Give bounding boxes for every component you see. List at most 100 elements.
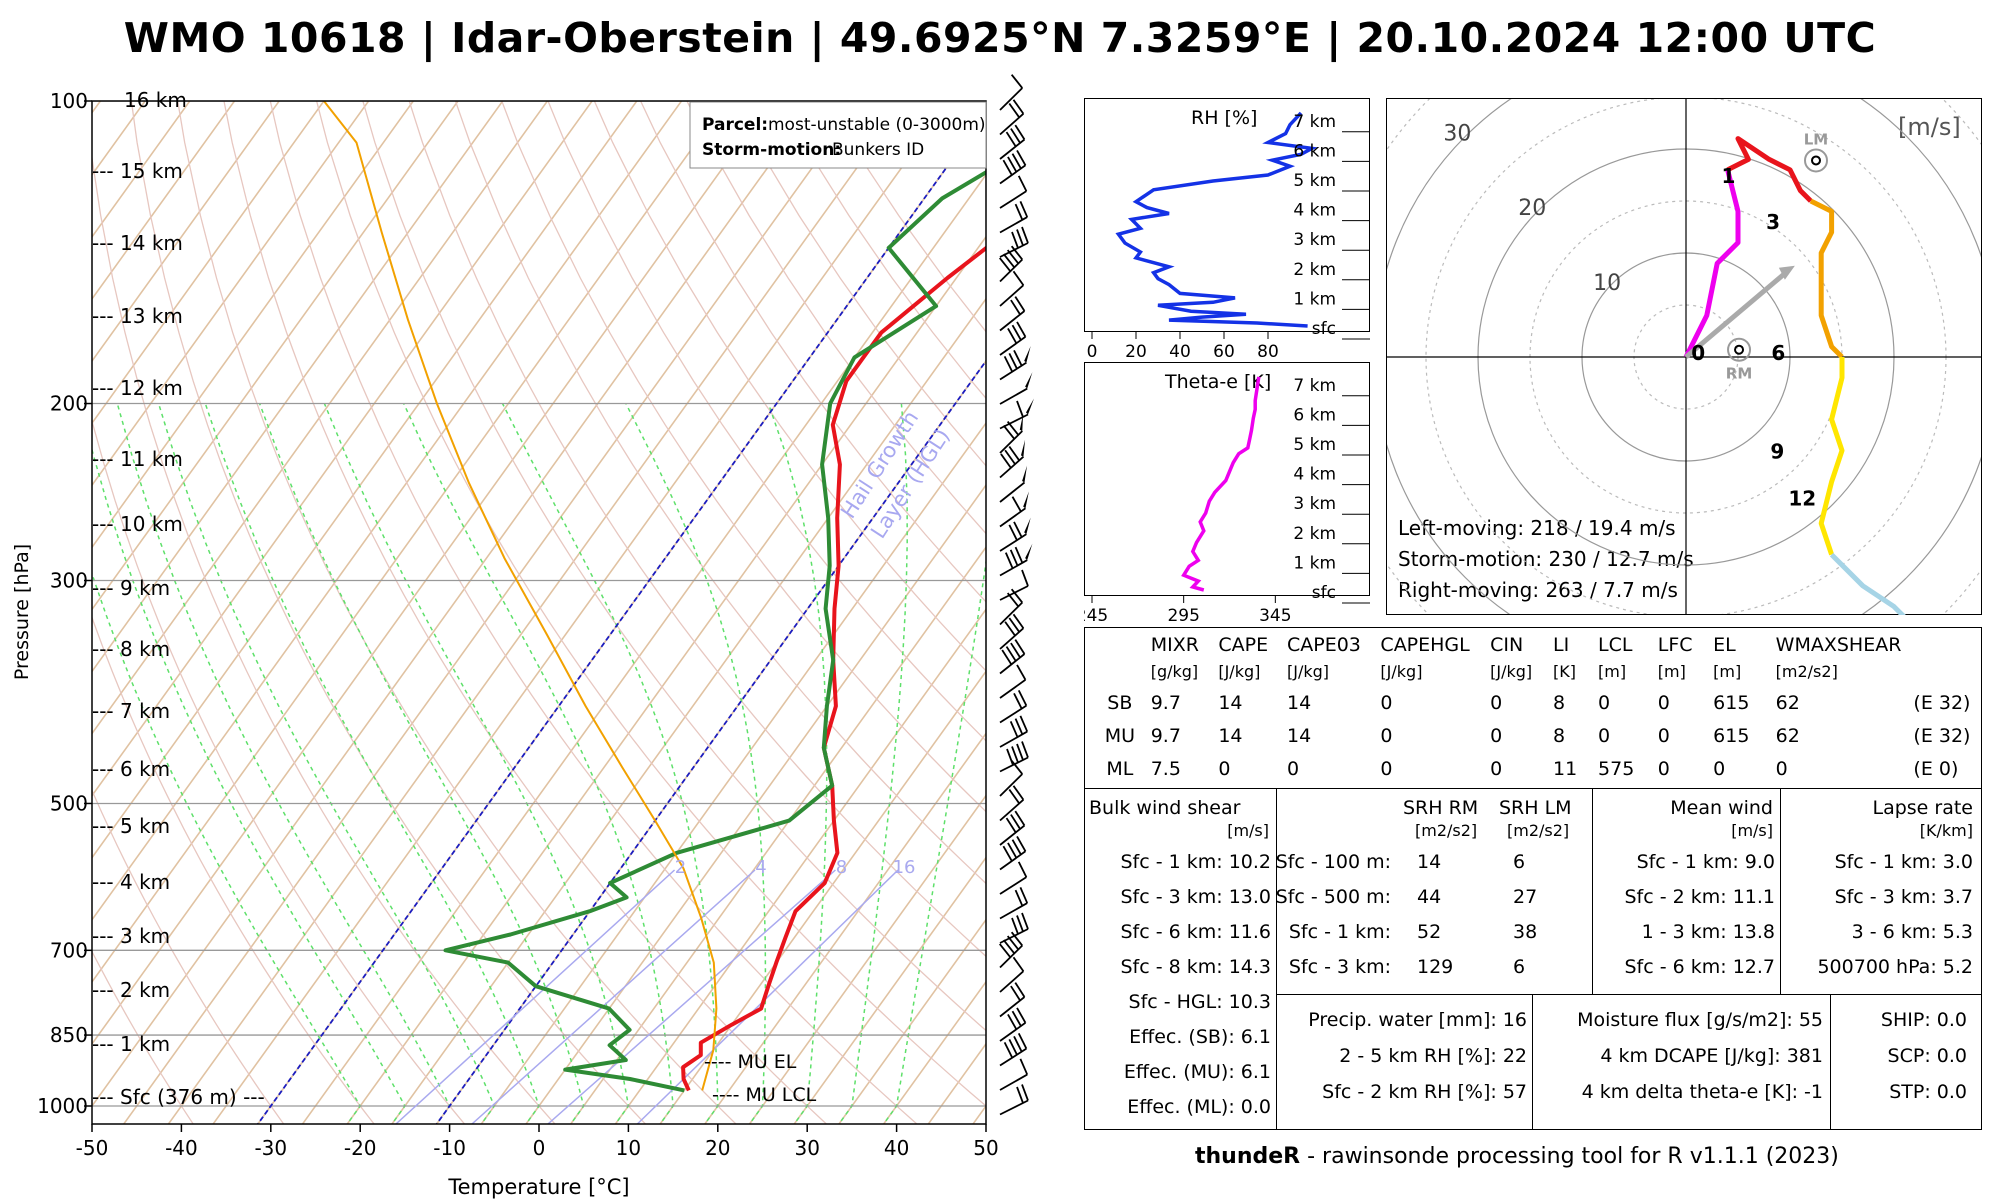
- shear-row: Sfc - 3 km: 13.0: [1120, 886, 1271, 908]
- wind-barb: [999, 465, 1028, 503]
- indices-data-row-cell: 0: [1657, 757, 1670, 780]
- mixing-ratio-line: [636, 869, 899, 1124]
- isotherm-line: [92, 101, 459, 611]
- srh-rm-value: 129: [1417, 956, 1454, 978]
- wind-barb: [999, 613, 1025, 650]
- lm-marker: [1804, 148, 1828, 173]
- isotherm-line: [92, 101, 191, 239]
- moist-adiabat: [116, 403, 451, 1124]
- rm-label: RM: [1726, 365, 1752, 383]
- mixing-ratio-label: 8: [836, 857, 847, 878]
- wind-barb-flag: [1014, 639, 1026, 655]
- indices-data-row-cell: (E 0): [1913, 757, 1959, 780]
- indices-data-row-cell: 615: [1713, 691, 1750, 714]
- wind-barb: [999, 543, 1033, 577]
- mixing-ratio-label: 16: [893, 857, 916, 878]
- indices-header-row-cell: [1095, 634, 1145, 656]
- wind-barb: [999, 569, 1029, 601]
- wind-barb-flag: [1017, 1032, 1028, 1050]
- isotherm-line: [748, 794, 986, 1124]
- dewpoint-profile: [443, 170, 986, 1093]
- rm-marker-dot: [1734, 344, 1745, 355]
- hodo-segment: [1829, 552, 1906, 615]
- moist-adiabat: [838, 403, 908, 1124]
- shear-row: Sfc - HGL: 10.3: [1128, 991, 1271, 1013]
- wind-barb: [999, 639, 1026, 675]
- isotherm-line: [92, 101, 817, 1108]
- indices-data-row-cell: 0: [1657, 724, 1670, 747]
- wind-barb-pennant: [1020, 439, 1026, 457]
- dry-adiabat: [454, 101, 986, 885]
- wind-barb: [999, 346, 1031, 381]
- footer-rest: - rawinsonde processing tool for R v1.1.…: [1300, 1144, 1839, 1169]
- wind-barb-flag: [1017, 175, 1028, 192]
- wind-barb: [999, 1084, 1029, 1116]
- wind-barb-flag: [1004, 621, 1016, 637]
- wind-barb-flag: [1011, 839, 1022, 855]
- lapse-row: Sfc - 1 km: 3.0: [1834, 851, 1973, 873]
- wind-barb-flag: [1011, 231, 1019, 249]
- thetae-height-label: 5 km: [1293, 435, 1336, 455]
- indices-unit-row-cell: [K]: [1553, 661, 1577, 681]
- height-label: --- 15 km: [92, 159, 183, 183]
- thetae-plot: 7 km 6 km 5 km 4 km 3 km 2 km 1 km sfc 245 295 345: [1084, 376, 1370, 626]
- hodo-point-label: 9: [1770, 440, 1784, 464]
- height-label: --- 4 km: [92, 870, 170, 894]
- mixing-ratio-line: [395, 869, 676, 1124]
- wind-barb: [999, 226, 1029, 258]
- height-label: --- Sfc (376 m) ---: [92, 1085, 265, 1109]
- indices-data-row-cell: 62: [1775, 724, 1800, 747]
- thetae-height-label: sfc: [1312, 583, 1336, 603]
- moist-adiabat: [625, 403, 767, 1124]
- wind-barb: [999, 439, 1026, 479]
- wind-barb: [999, 74, 1024, 111]
- height-label: --- 11 km: [92, 447, 183, 471]
- wind-barb-flag: [1014, 718, 1024, 735]
- temperature-tick-label: -40: [165, 1136, 198, 1160]
- composite-row: SHIP: 0.0: [1880, 1009, 1967, 1031]
- indices-header-row-cell: MIXR: [1150, 634, 1199, 656]
- wind-barb: [999, 296, 1026, 332]
- wind-barb-flag: [1007, 327, 1018, 344]
- indices-unit-row-cell: [m]: [1657, 661, 1686, 681]
- wind-barb-flag: [1006, 421, 1020, 436]
- wind-barb-flag: [1016, 664, 1027, 681]
- shear-title: Bulk wind shear: [1089, 797, 1241, 819]
- wind-barb-flag: [1010, 299, 1021, 315]
- indices-data-row-cell: (E 32): [1913, 691, 1971, 714]
- skewt-xlabel: Temperature [°C]: [447, 1175, 629, 1199]
- indices-data-row-cell: 14: [1286, 691, 1312, 714]
- srh-row-label: Sfc - 1 km:: [1288, 921, 1391, 943]
- srh-rm-title: SRH RM: [1403, 797, 1479, 819]
- indices-panel: MIXR CAPE CAPE03 CAPEHGL CIN LI LCL LFC EL WMAXSH…: [1084, 627, 1982, 790]
- indices-data-row-cell: 0: [1490, 691, 1503, 714]
- wind-barb: [999, 321, 1027, 356]
- wind-barb-flag: [1016, 743, 1024, 761]
- height-label: --- 3 km: [92, 924, 170, 948]
- isotherm-line: [92, 101, 549, 735]
- isotherm-line: [212, 101, 951, 1124]
- wind-barb-flag: [1010, 588, 1024, 604]
- wind-barb-flag: [1008, 352, 1018, 370]
- dry-adiabat: [92, 418, 466, 1124]
- wind-barb-flag: [1012, 956, 1025, 972]
- indices-data-row: SB 9.7 14 14 0 0 8 0 0 615 62 (E 32): [1095, 686, 1981, 719]
- wind-barb: [999, 413, 1024, 454]
- wind-barb-flag: [1010, 128, 1021, 144]
- srh-lm-value: 6: [1513, 956, 1526, 978]
- mean-wind-unit: [m/s]: [1731, 821, 1773, 840]
- srh-rm-unit: [m2/s2]: [1415, 821, 1478, 840]
- dry-adiabat: [362, 101, 986, 1032]
- wind-barb-flag: [1016, 149, 1027, 166]
- shear-unit: [m/s]: [1227, 821, 1269, 840]
- wind-barb-pennant: [1024, 517, 1031, 535]
- pressure-tick-label: 500: [50, 791, 88, 815]
- storm-motion-text: Storm-motion: 230 / 12.7 m/s: [1398, 547, 1694, 571]
- flux-panel: Moisture flux [g/s/m2]: 55 4 km DCAPE [J/…: [1532, 994, 1832, 1130]
- indices-table: MIXR CAPE CAPE03 CAPEHGL CIN LI LCL LFC EL WMAXSH…: [1095, 634, 1981, 785]
- indices-header-row-cell: CIN: [1490, 634, 1524, 656]
- wind-barb-flag: [1002, 424, 1016, 440]
- indices-unit-row-cell: [J/kg]: [1286, 661, 1329, 681]
- wind-barb: [999, 398, 1034, 430]
- hgl-line: [435, 359, 986, 1124]
